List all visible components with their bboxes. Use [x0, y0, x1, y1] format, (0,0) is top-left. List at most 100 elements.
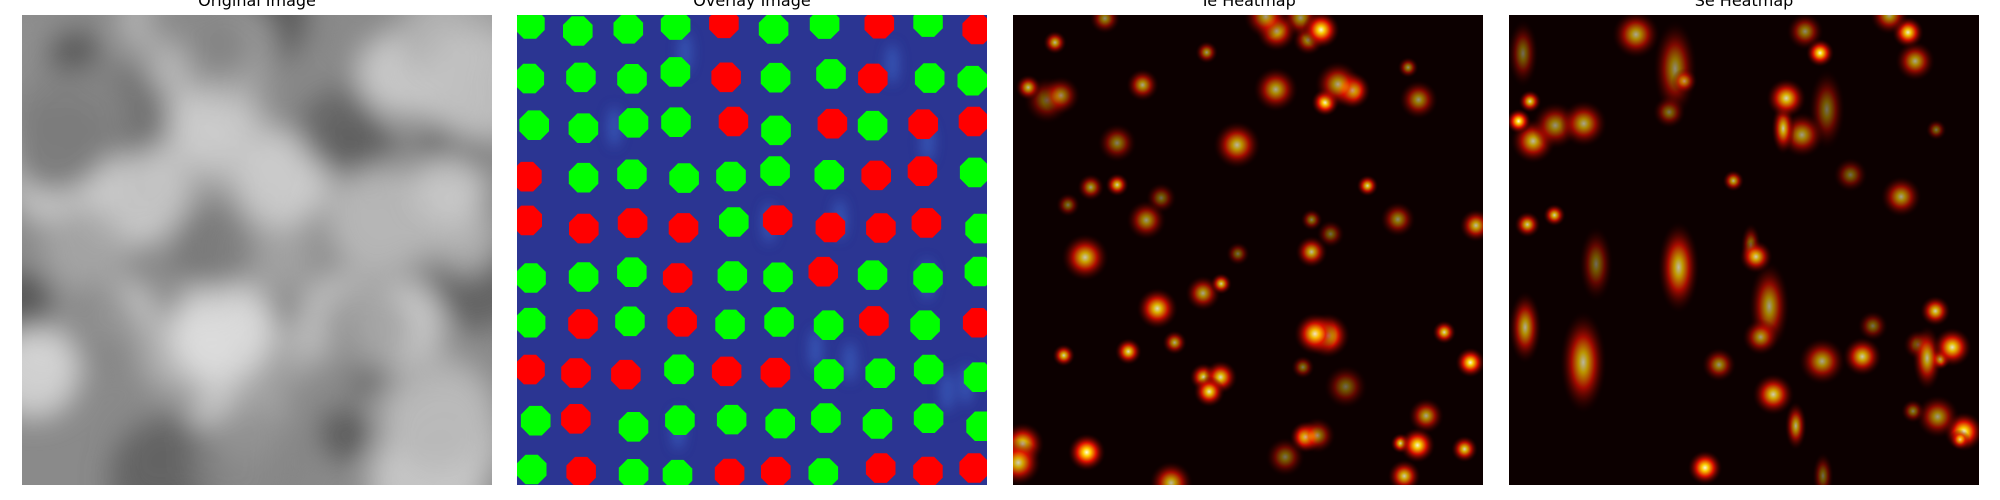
blob: [144, 15, 196, 43]
hotspot: [1742, 318, 1779, 356]
hotspot: [1114, 338, 1142, 365]
marker: [561, 404, 591, 434]
marker: [716, 404, 747, 435]
marker: [809, 15, 840, 39]
hotspot: [1195, 41, 1218, 64]
hotspot: [1408, 398, 1444, 434]
blob: [41, 204, 131, 294]
hotspot: [1798, 337, 1846, 385]
marker: [913, 354, 944, 385]
marker: [762, 205, 793, 235]
marker: [758, 15, 789, 44]
hotspot: [1399, 427, 1436, 463]
marker: [611, 359, 641, 390]
hotspot: [1077, 173, 1105, 201]
hotspot: [1925, 119, 1947, 141]
hotspot: [1869, 15, 1909, 35]
marker: [761, 456, 791, 485]
marker: [816, 59, 846, 89]
hotspot: [1518, 89, 1542, 113]
hotspot: [1920, 295, 1951, 327]
hotspot: [1052, 344, 1075, 367]
marker: [664, 354, 694, 385]
blob: [378, 352, 492, 472]
marker: [719, 207, 749, 237]
marker: [661, 107, 691, 137]
hotspot: [1041, 76, 1081, 115]
marker: [913, 456, 943, 485]
marker: [760, 357, 791, 388]
streak: [608, 106, 621, 147]
blob: [168, 279, 273, 384]
marker: [716, 161, 746, 192]
hotspot: [1895, 41, 1935, 81]
hotspot: [1509, 19, 1539, 87]
hotspot: [1293, 312, 1337, 355]
marker: [709, 15, 739, 39]
blob: [22, 271, 56, 339]
blob: [318, 408, 372, 462]
marker: [662, 459, 693, 485]
hotspot: [1459, 208, 1483, 242]
hotspot: [1786, 15, 1824, 50]
blob: [434, 210, 492, 274]
marker: [517, 15, 545, 39]
hotspot: [1701, 347, 1736, 382]
marker: [561, 358, 591, 388]
marker: [520, 405, 551, 436]
marker: [913, 403, 944, 433]
marker: [660, 15, 691, 40]
marker: [568, 162, 599, 193]
marker: [617, 159, 647, 190]
marker: [865, 453, 896, 483]
marker: [866, 213, 896, 243]
hotspot: [1097, 123, 1137, 163]
hotspot: [1013, 439, 1042, 485]
hotspot: [1812, 452, 1834, 485]
panel-title: Overlay Image: [693, 0, 810, 10]
marker: [865, 358, 895, 388]
hotspot: [1314, 61, 1362, 108]
marker: [963, 362, 987, 392]
marker: [517, 263, 546, 293]
hotspot: [1842, 337, 1882, 377]
blob: [314, 280, 409, 375]
marker: [857, 110, 888, 141]
hotspot: [1509, 108, 1532, 134]
marker: [519, 110, 549, 140]
hotspot: [1162, 330, 1187, 355]
hotspot: [1126, 200, 1167, 240]
streak: [941, 371, 954, 412]
marker: [962, 308, 987, 338]
marker: [808, 458, 839, 485]
hotspot: [1657, 221, 1700, 313]
hotspot: [1579, 226, 1614, 302]
marker: [859, 306, 889, 336]
hotspot: [1316, 220, 1345, 248]
hotspot: [1509, 291, 1542, 364]
marker: [913, 15, 943, 37]
marker: [715, 309, 745, 340]
marker: [568, 262, 599, 292]
marker: [814, 160, 845, 190]
hotspot: [1722, 170, 1745, 192]
blob: [22, 67, 123, 183]
marker: [618, 108, 649, 138]
marker: [667, 307, 697, 337]
hotspot: [1243, 15, 1288, 39]
blob: [184, 15, 251, 77]
panel-title: Se Heatmap: [1695, 0, 1794, 10]
marker: [962, 15, 987, 45]
overlay-image: [517, 15, 987, 485]
marker: [911, 208, 942, 238]
hotspot: [1265, 437, 1305, 477]
hotspot: [1136, 287, 1178, 330]
blob: [170, 206, 256, 291]
hotspot: [1398, 80, 1439, 120]
marker: [914, 63, 945, 93]
hotspot: [1766, 78, 1807, 119]
blob: [170, 86, 249, 165]
marker: [965, 213, 987, 244]
blob: [22, 327, 80, 420]
hotspot: [1455, 347, 1483, 378]
